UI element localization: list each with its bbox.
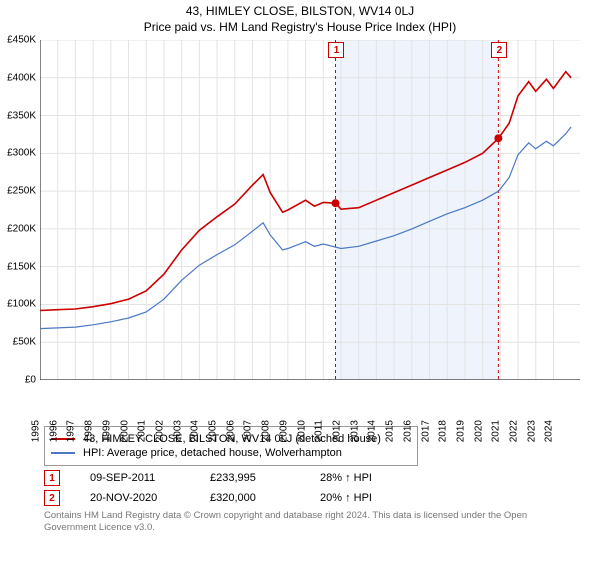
transaction-date: 20-NOV-2020 [90, 492, 180, 504]
x-axis-label: 2004 [190, 420, 201, 442]
chart-marker-badge: 1 [328, 42, 344, 58]
x-axis-label: 2015 [385, 420, 396, 442]
legend-line-icon [51, 452, 75, 454]
transaction-badge: 2 [44, 490, 60, 506]
x-axis-label: 1999 [101, 420, 112, 442]
line-chart-svg [40, 40, 580, 380]
y-axis-label: £250K [7, 186, 36, 197]
legend-label: HPI: Average price, detached house, Wolv… [83, 447, 342, 459]
x-axis-label: 2003 [172, 420, 183, 442]
transaction-price: £320,000 [210, 492, 290, 504]
y-axis-label: £200K [7, 223, 36, 234]
x-axis-label: 2012 [331, 420, 342, 442]
x-axis-label: 1998 [84, 420, 95, 442]
x-axis-label: 1997 [66, 420, 77, 442]
transaction-pct: 28% ↑ HPI [320, 472, 372, 484]
x-axis-label: 2022 [509, 420, 520, 442]
x-axis-label: 2021 [491, 420, 502, 442]
x-axis-label: 1995 [31, 420, 42, 442]
attribution-text: Contains HM Land Registry data © Crown c… [44, 510, 564, 535]
y-axis-label: £350K [7, 110, 36, 121]
x-axis-label: 2002 [154, 420, 165, 442]
x-axis-label: 2005 [208, 420, 219, 442]
x-axis-label: 2013 [349, 420, 360, 442]
chart-subtitle: Price paid vs. HM Land Registry's House … [0, 20, 600, 34]
x-axis-label: 2006 [225, 420, 236, 442]
transaction-table: 1 09-SEP-2011 £233,995 28% ↑ HPI 2 20-NOV-202… [44, 470, 600, 506]
x-axis-label: 2009 [278, 420, 289, 442]
legend-item: HPI: Average price, detached house, Wolv… [51, 447, 411, 459]
y-axis-label: £100K [7, 299, 36, 310]
x-axis-label: 2010 [296, 420, 307, 442]
y-axis-label: £450K [7, 35, 36, 46]
transaction-price: £233,995 [210, 472, 290, 484]
x-axis-label: 2011 [314, 420, 325, 442]
x-axis-label: 1996 [48, 420, 59, 442]
transaction-row: 1 09-SEP-2011 £233,995 28% ↑ HPI [44, 470, 600, 486]
x-axis-label: 2019 [455, 420, 466, 442]
x-axis-label: 2018 [438, 420, 449, 442]
x-axis-label: 2016 [402, 420, 413, 442]
x-axis-label: 2024 [544, 420, 555, 442]
chart-area: £0£50K£100K£150K£200K£250K£300K£350K£400… [40, 40, 600, 420]
y-axis-label: £0 [25, 375, 36, 386]
x-axis-label: 2020 [473, 420, 484, 442]
transaction-pct: 20% ↑ HPI [320, 492, 372, 504]
chart-marker-badge: 2 [491, 42, 507, 58]
x-axis-label: 2001 [137, 420, 148, 442]
y-axis-label: £400K [7, 72, 36, 83]
y-axis-label: £300K [7, 148, 36, 159]
transaction-row: 2 20-NOV-2020 £320,000 20% ↑ HPI [44, 490, 600, 506]
x-axis-label: 2014 [367, 420, 378, 442]
chart-title: 43, HIMLEY CLOSE, BILSTON, WV14 0LJ [0, 4, 600, 18]
x-axis-label: 2008 [261, 420, 272, 442]
transaction-badge: 1 [44, 470, 60, 486]
x-axis-label: 2007 [243, 420, 254, 442]
x-axis-label: 2017 [420, 420, 431, 442]
y-axis-label: £150K [7, 261, 36, 272]
y-axis-label: £50K [13, 337, 36, 348]
transaction-date: 09-SEP-2011 [90, 472, 180, 484]
x-axis-label: 2000 [119, 420, 130, 442]
x-axis-label: 2023 [526, 420, 537, 442]
